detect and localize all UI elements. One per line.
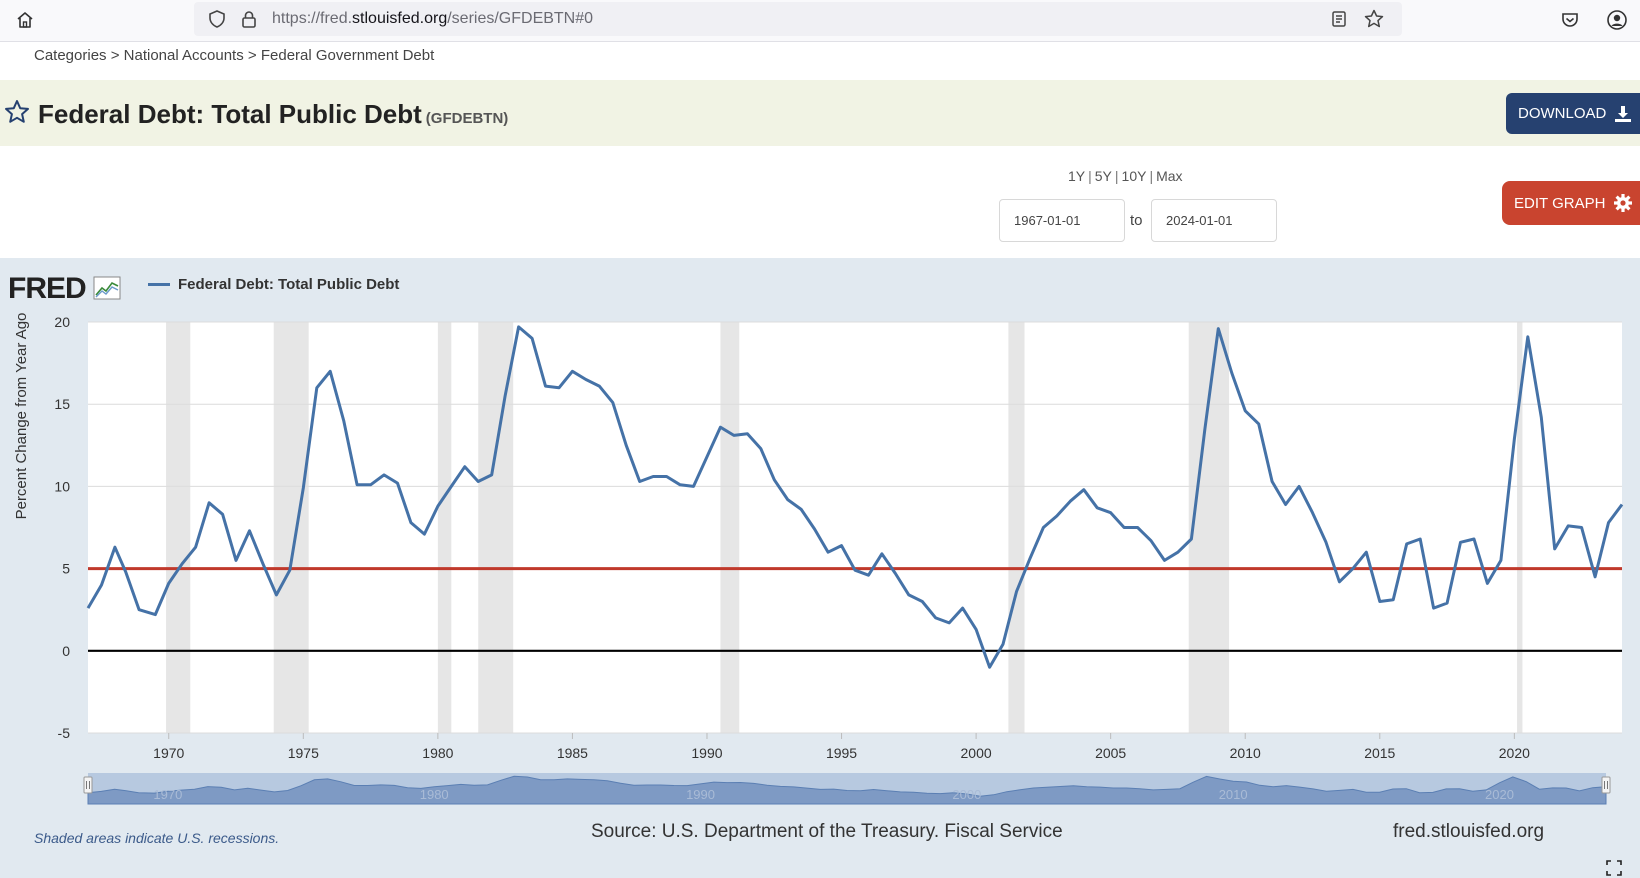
range-1y[interactable]: 1Y (1068, 168, 1086, 184)
url-text[interactable]: https://fred.stlouisfed.org/series/GFDEB… (272, 10, 593, 28)
range-presets: 1Y | 5Y | 10Y | Max (1068, 168, 1183, 184)
series-header: Federal Debt: Total Public Debt (GFDEBTN)… (0, 80, 1640, 146)
home-icon[interactable] (10, 5, 40, 35)
site-text[interactable]: fred.stlouisfed.org (1393, 821, 1545, 842)
download-icon (1615, 105, 1632, 122)
recession-note: Shaded areas indicate U.S. recessions. (34, 830, 280, 846)
favorite-star-icon[interactable] (3, 98, 31, 126)
account-icon[interactable] (1602, 5, 1632, 35)
gear-icon (1614, 194, 1633, 212)
legend-swatch (148, 283, 170, 286)
fullscreen-icon[interactable] (1606, 860, 1622, 876)
fred-logo: FRED (8, 272, 121, 306)
download-button[interactable]: DOWNLOAD (1506, 93, 1640, 134)
url-scheme: https://fred. (272, 10, 353, 27)
breadcrumb-item-federal-government-debt[interactable]: Federal Government Debt (260, 47, 435, 64)
range-10y[interactable]: 10Y (1121, 168, 1147, 184)
edit-graph-button[interactable]: EDIT GRAPH (1502, 181, 1640, 225)
breadcrumb-separator: > (110, 47, 120, 64)
series-title-text: Federal Debt: Total Public Debt (38, 99, 422, 129)
breadcrumb-separator: > (247, 47, 257, 64)
series-id: (GFDEBTN) (425, 110, 509, 127)
y-axis-title: Percent Change from Year Ago (13, 312, 30, 520)
url-path: /series/GFDEBTN#0 (447, 10, 594, 27)
to-label: to (1130, 212, 1143, 229)
bookmark-star-icon[interactable] (1359, 4, 1389, 34)
range-separator: | (1149, 168, 1154, 184)
page-title: Federal Debt: Total Public Debt (GFDEBTN) (38, 99, 508, 130)
url-host: stlouisfed.org (352, 10, 448, 27)
edit-graph-label: EDIT GRAPH (1514, 194, 1606, 212)
lock-icon[interactable] (234, 4, 264, 34)
breadcrumb-item-categories[interactable]: Categories (34, 47, 107, 64)
pocket-icon[interactable] (1555, 5, 1585, 35)
fred-logo-text: FRED (8, 272, 87, 305)
browser-toolbar: https://fred.stlouisfed.org/series/GFDEB… (0, 0, 1640, 42)
range-separator: | (1088, 168, 1092, 184)
legend-label: Federal Debt: Total Public Debt (178, 276, 400, 293)
shield-icon[interactable] (202, 4, 232, 34)
breadcrumb-item-national-accounts[interactable]: National Accounts (123, 47, 244, 64)
fred-logo-chart-icon (93, 276, 121, 300)
range-max[interactable]: Max (1156, 168, 1183, 184)
download-label: DOWNLOAD (1518, 105, 1607, 122)
address-bar[interactable]: https://fred.stlouisfed.org/series/GFDEB… (194, 2, 1402, 36)
range-5y[interactable]: 5Y (1094, 168, 1112, 184)
breadcrumb: Categories > National Accounts > Federal… (34, 47, 434, 64)
graph-panel: FRED Federal Debt: Total Public Debt (0, 258, 1640, 878)
start-date-input[interactable]: 1967-01-01 (999, 199, 1125, 242)
end-date-input[interactable]: 2024-01-01 (1151, 199, 1277, 242)
reader-view-icon[interactable] (1324, 4, 1354, 34)
source-text: Source: U.S. Department of the Treasury.… (591, 821, 1063, 842)
chart-legend: Federal Debt: Total Public Debt (148, 276, 399, 293)
range-separator: | (1114, 168, 1119, 184)
